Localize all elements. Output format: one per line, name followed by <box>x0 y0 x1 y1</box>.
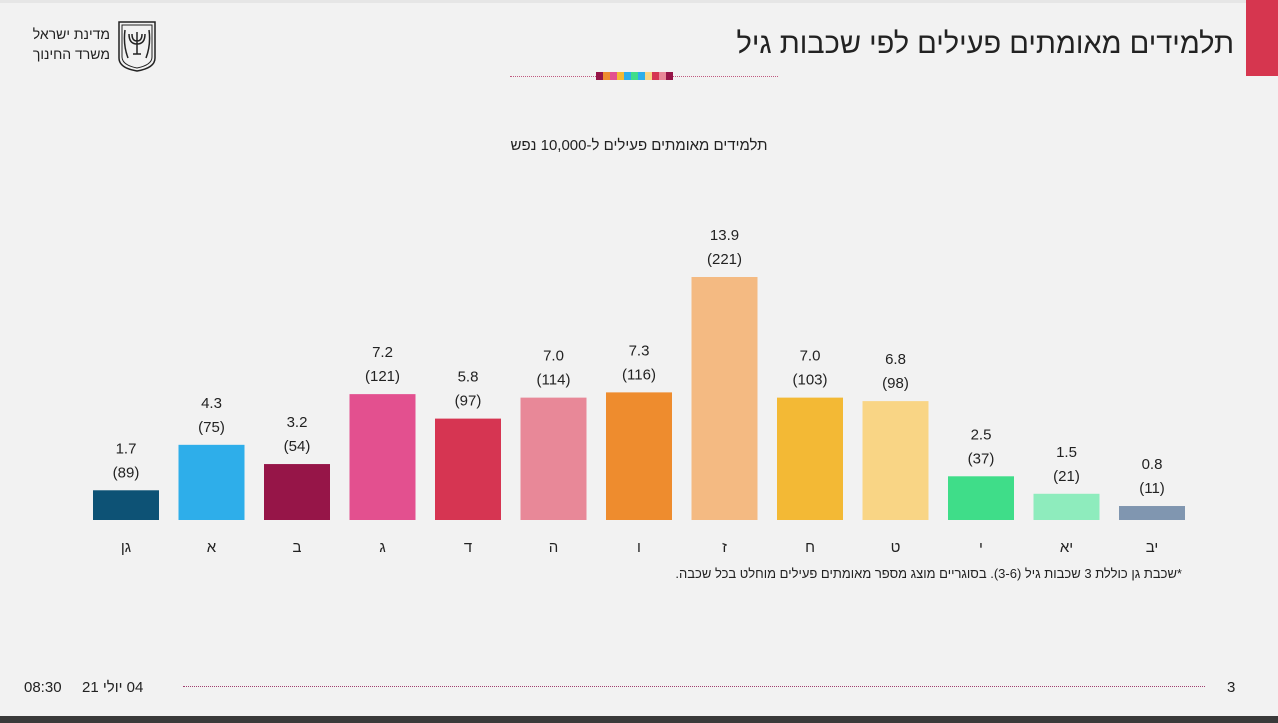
count-label: (21) <box>1053 468 1080 485</box>
ministry-name: מדינת ישראל משרד החינוך <box>24 24 110 64</box>
value-label: 4.3 <box>201 395 222 412</box>
x-tick-label: ו <box>637 539 641 556</box>
bar <box>1119 506 1185 520</box>
bar <box>862 401 929 520</box>
x-tick-label: ה <box>549 539 559 556</box>
count-label: (37) <box>968 450 995 467</box>
x-tick-label: א <box>207 539 217 556</box>
value-label: 7.2 <box>372 344 393 361</box>
footnote: *שכבת גן כוללת 3 שכבות גיל (3-6). בסוגרי… <box>675 566 1182 581</box>
count-label: (103) <box>792 372 827 389</box>
value-label: 1.7 <box>116 440 137 457</box>
bar <box>777 397 843 520</box>
page-title: תלמידים מאומתים פעילים לפי שכבות גיל <box>736 28 1234 60</box>
color-strip <box>596 72 673 80</box>
bar <box>520 397 587 520</box>
count-label: (54) <box>284 438 311 455</box>
bar <box>93 490 159 520</box>
value-label: 6.8 <box>885 351 906 368</box>
bar <box>264 464 330 520</box>
value-label: 7.0 <box>543 348 564 365</box>
value-label: 7.0 <box>800 348 821 365</box>
value-label: 5.8 <box>458 369 479 386</box>
value-label: 0.8 <box>1142 456 1163 473</box>
value-label: 2.5 <box>971 426 992 443</box>
bar <box>948 476 1014 520</box>
x-tick-label: ג <box>379 539 385 556</box>
x-tick-label: גן <box>121 539 131 556</box>
x-tick-label: ד <box>464 539 472 556</box>
value-label: 3.2 <box>287 414 308 431</box>
page-number: 3 <box>1227 679 1236 696</box>
x-tick-label: ב <box>293 539 302 556</box>
chart-title: תלמידים מאומתים פעילים ל-10,000 נפש <box>510 137 768 154</box>
bar <box>606 392 672 520</box>
logo-line1: מדינת ישראל <box>32 26 110 42</box>
count-label: (121) <box>365 368 400 385</box>
accent-tab <box>1246 0 1278 76</box>
bar <box>691 277 758 520</box>
count-label: (89) <box>113 464 140 481</box>
count-label: (11) <box>1139 480 1165 497</box>
state-emblem-icon <box>118 21 156 72</box>
x-tick-label: ח <box>805 539 815 556</box>
count-label: (75) <box>198 419 225 436</box>
count-label: (114) <box>537 372 571 389</box>
x-tick-label: יא <box>1060 539 1073 556</box>
footer-time: 08:30 <box>24 679 62 696</box>
footer-divider <box>183 686 1205 687</box>
bar <box>1033 493 1100 520</box>
x-tick-label: יב <box>1146 539 1159 556</box>
top-bar <box>0 0 1278 3</box>
bar <box>178 444 245 520</box>
bottom-bar <box>0 716 1278 723</box>
bar <box>349 394 416 520</box>
count-label: (98) <box>882 375 909 392</box>
logo-line2: משרד החינוך <box>32 46 110 62</box>
footer-date: 04 יולי 21 <box>82 679 144 696</box>
value-label: 13.9 <box>710 227 739 244</box>
count-label: (116) <box>622 366 656 383</box>
x-tick-label: י <box>979 539 983 556</box>
value-label: 1.5 <box>1056 444 1077 461</box>
value-label: 7.3 <box>629 342 650 359</box>
count-label: (221) <box>707 251 742 268</box>
count-label: (97) <box>455 393 482 410</box>
bar <box>435 418 501 520</box>
x-tick-label: ט <box>891 539 901 556</box>
x-tick-label: ז <box>722 539 727 556</box>
